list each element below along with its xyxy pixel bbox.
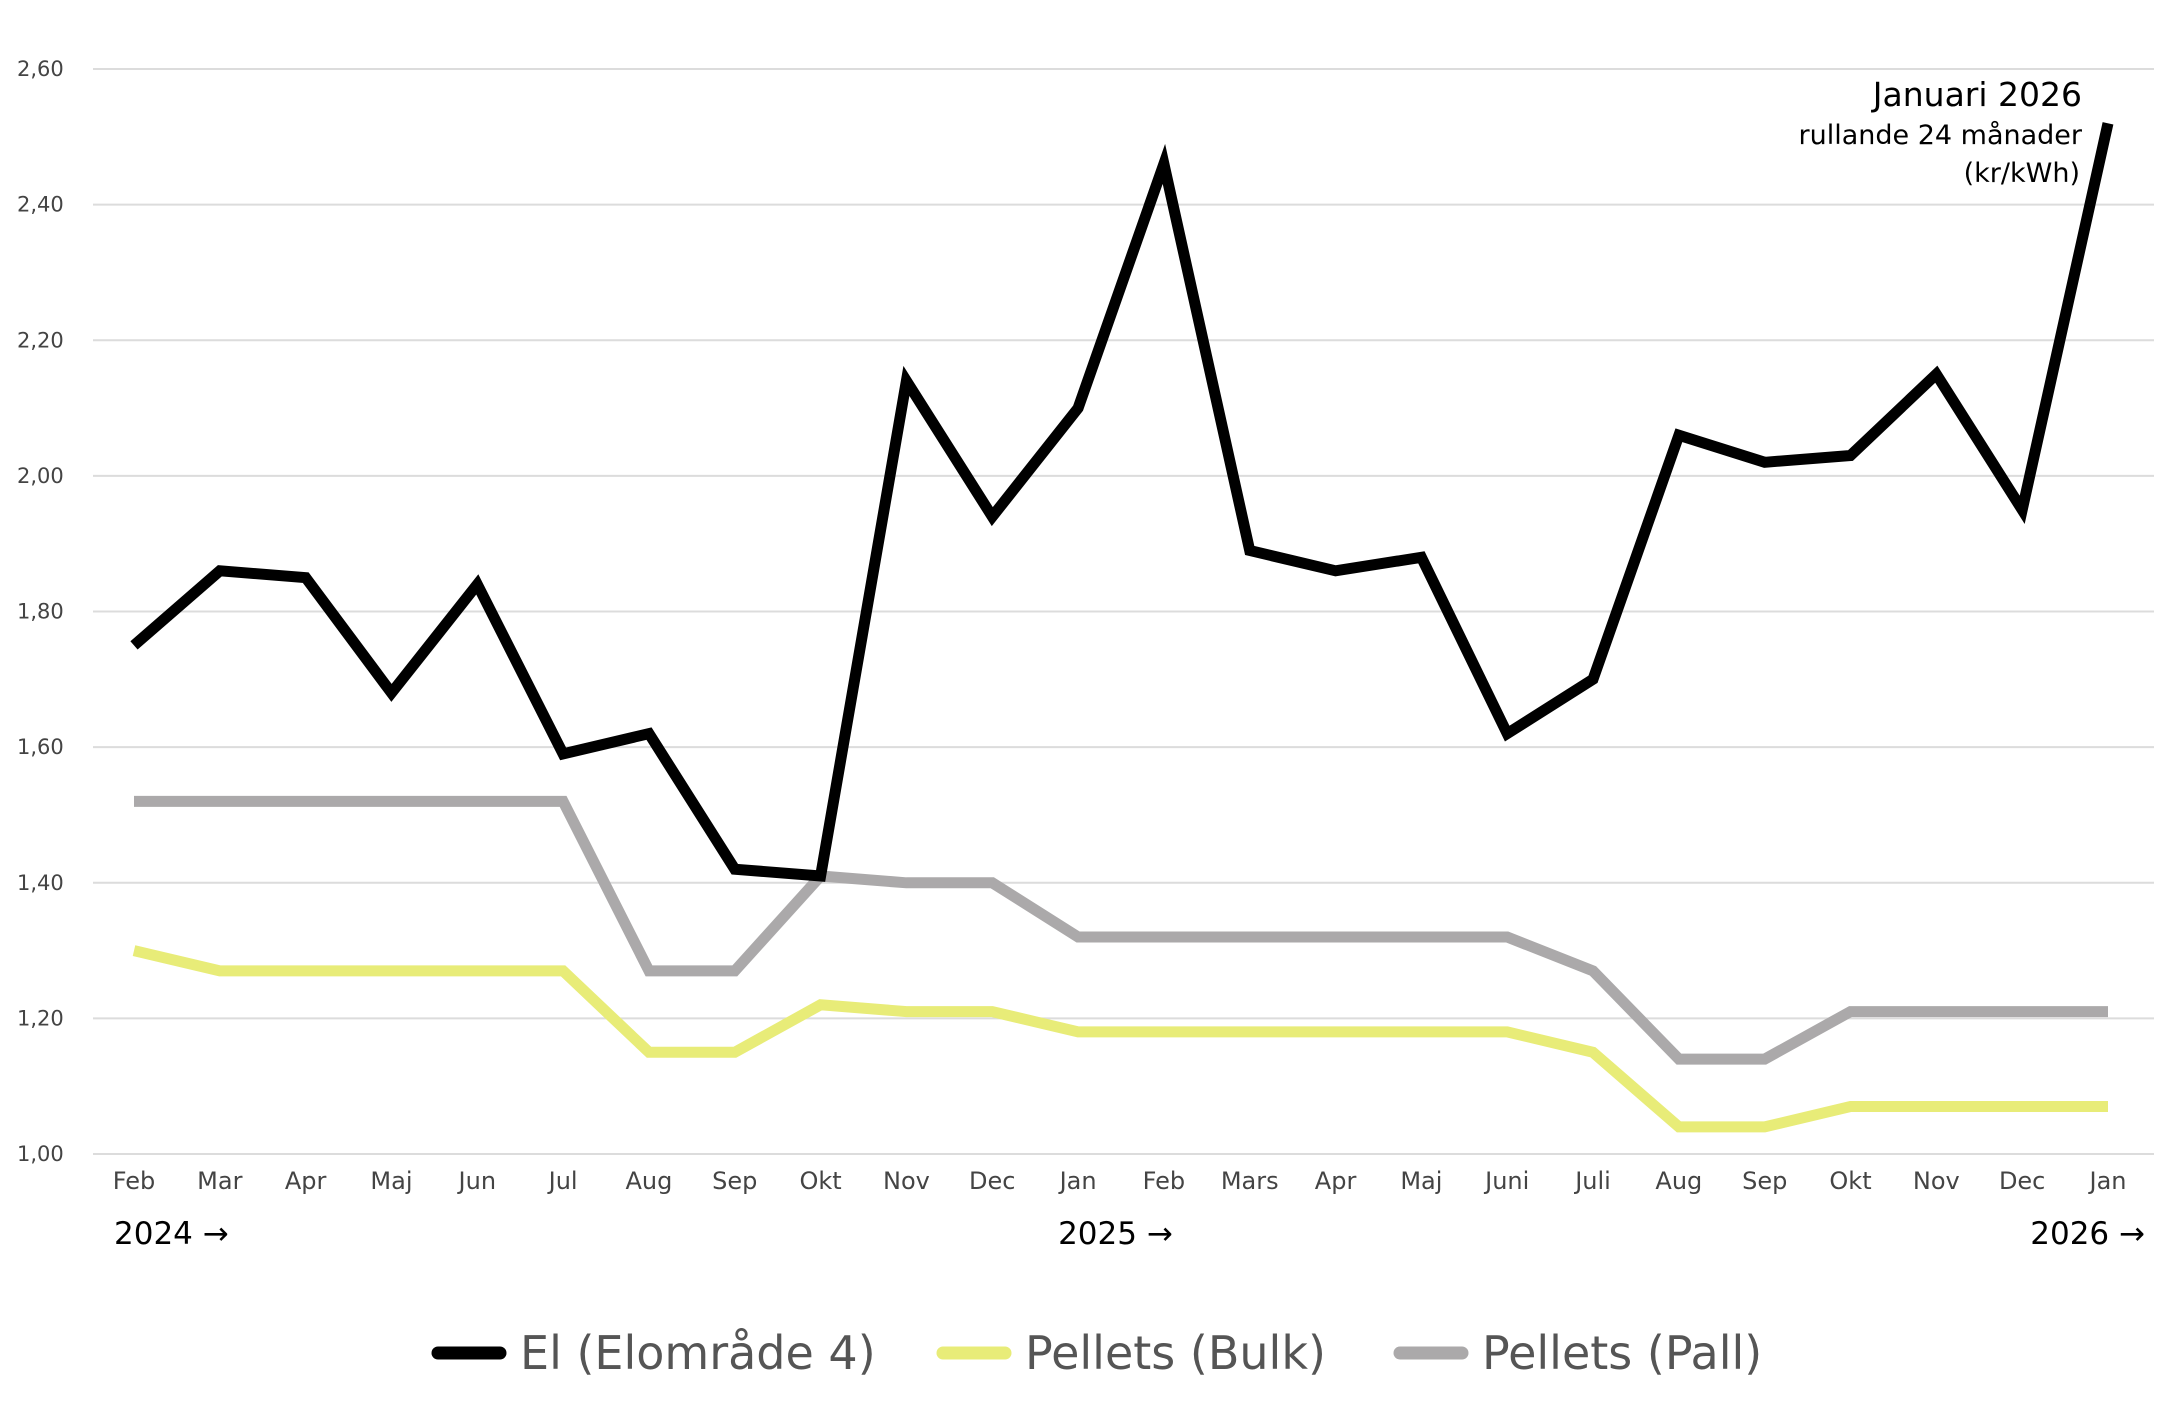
annotation-subtitle: rullande 24 månader: [1799, 120, 2083, 151]
series-line-2: [134, 795, 2108, 1065]
x-tick-label: Jul: [547, 1167, 578, 1195]
x-tick-label: Apr: [285, 1167, 327, 1195]
y-tick-label: 1,00: [17, 1142, 64, 1166]
x-tick-label: Nov: [883, 1167, 930, 1195]
x-tick-label: Mars: [1221, 1167, 1279, 1195]
series-lines: [130, 122, 2114, 1133]
y-tick-label: 2,40: [17, 193, 64, 217]
x-tick-label: Juli: [1573, 1167, 1611, 1195]
annotation-title: Januari 2026: [1871, 75, 2082, 114]
x-tick-label: Okt: [1829, 1167, 1871, 1195]
x-tick-label: Feb: [113, 1167, 156, 1195]
x-tick-label: Jan: [1058, 1167, 1097, 1195]
y-tick-label: 1,80: [17, 600, 64, 624]
series-line-1: [132, 945, 2108, 1133]
x-tick-label: Sep: [1742, 1167, 1787, 1195]
y-tick-label: 2,20: [17, 328, 64, 352]
x-tick-label: Dec: [1999, 1167, 2045, 1195]
y-axis: 1,00 1,20 1,40 1,60 1,80 2,00 2,20 2,40 2,60: [17, 57, 64, 1166]
x-axis: Feb Mar Apr Maj Jun Jul Aug Sep Okt Nov Dec Jan Feb M…: [113, 1167, 2145, 1252]
y-tick-label: 1,60: [17, 735, 64, 759]
x-tick-label: Nov: [1913, 1167, 1960, 1195]
x-tick-label: Maj: [370, 1167, 412, 1195]
gridlines: [93, 68, 2154, 1155]
x-tick-label: Maj: [1400, 1167, 1442, 1195]
legend: El (Elområde 4) Pellets (Bulk) Pellets (Pa…: [431, 1326, 1762, 1380]
x-tick-label: Okt: [800, 1167, 842, 1195]
annotation-unit: (kr/kWh): [1964, 158, 2080, 189]
x-tick-label: Apr: [1315, 1167, 1357, 1195]
legend-label: Pellets (Pall): [1482, 1326, 1762, 1380]
legend-item: El (Elområde 4): [431, 1326, 876, 1380]
legend-item: Pellets (Bulk): [936, 1326, 1326, 1380]
x-tick-label: Jan: [2088, 1167, 2127, 1195]
x-tick-label: Aug: [1655, 1167, 1702, 1195]
legend-label: Pellets (Bulk): [1025, 1326, 1326, 1380]
x-tick-label: Aug: [626, 1167, 673, 1195]
legend-label: El (Elområde 4): [520, 1326, 876, 1380]
x-tick-label: Dec: [969, 1167, 1015, 1195]
series-line-0: [130, 122, 2114, 882]
x-tick-label: Sep: [712, 1167, 757, 1195]
annotation: Januari 2026 rullande 24 månader (kr/kWh…: [1799, 75, 2083, 189]
year-label: 2024 →: [114, 1216, 229, 1252]
year-label: 2025 →: [1058, 1216, 1173, 1252]
y-tick-label: 2,60: [17, 57, 64, 81]
y-tick-label: 1,40: [17, 871, 64, 895]
year-label: 2026 →: [2030, 1216, 2145, 1252]
legend-item: Pellets (Pall): [1393, 1326, 1762, 1380]
y-tick-label: 1,20: [17, 1006, 64, 1030]
x-tick-label: Jun: [457, 1167, 497, 1195]
y-tick-label: 2,00: [17, 464, 64, 488]
x-tick-label: Feb: [1143, 1167, 1186, 1195]
x-tick-label: Mar: [197, 1167, 242, 1195]
x-tick-label: Juni: [1483, 1167, 1529, 1195]
